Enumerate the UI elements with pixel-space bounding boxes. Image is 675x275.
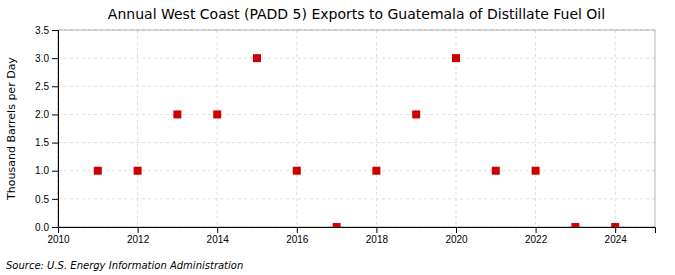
tick: 0.0	[35, 222, 58, 233]
y-axis: 0.0 0.5 1.0 1.5 2.0 2.5 3.0 3.5	[35, 25, 58, 233]
grid-line-y	[58, 198, 655, 199]
point	[293, 167, 301, 175]
grid-line-x	[535, 30, 536, 227]
tick-label: 2022	[525, 234, 548, 245]
tick: 2.5	[35, 81, 58, 92]
tick-label: 3.0	[35, 53, 49, 64]
point	[532, 167, 540, 175]
tick-mark	[52, 171, 58, 172]
tick-label: 2018	[366, 234, 389, 245]
tick-mark	[52, 114, 58, 115]
tick-mark	[52, 143, 58, 144]
grid-line-x	[137, 30, 138, 227]
tick-label: 2.5	[35, 81, 49, 92]
tick-label: 2024	[605, 234, 628, 245]
tick: 2012	[127, 227, 150, 245]
grid-line-y	[58, 86, 655, 87]
tick-label: 1.5	[35, 137, 49, 148]
point	[611, 223, 619, 227]
grid-line-y	[58, 114, 655, 115]
grid-line-y	[58, 170, 655, 171]
tick-mark	[138, 227, 139, 233]
tick: 2018	[366, 227, 389, 245]
point	[492, 167, 500, 175]
tick-label: 3.5	[35, 25, 49, 36]
y-axis-label: Thousand Barrels per Day	[5, 57, 18, 201]
chart: 2010 2012 2014 2016 2018 2020 2022 2024 0.0 0.5 1.…	[0, 0, 675, 275]
tick-label: 0.5	[35, 194, 49, 205]
tick-mark	[376, 227, 377, 233]
tick: 1.0	[35, 165, 58, 176]
tick: 3.5	[35, 25, 58, 36]
point	[372, 167, 380, 175]
point	[412, 110, 420, 118]
tick: 1.5	[35, 137, 58, 148]
title: Annual West Coast (PADD 5) Exports to Gu…	[108, 6, 605, 22]
grid-line-y	[58, 142, 655, 143]
tick-label: 0.0	[35, 222, 49, 233]
tick: 2016	[286, 227, 309, 245]
grid-line-x	[376, 30, 377, 227]
point	[173, 110, 181, 118]
grid-line-y	[58, 58, 655, 59]
tick: 2014	[207, 227, 230, 245]
tick-mark	[297, 227, 298, 233]
tick-mark	[536, 227, 537, 233]
tick-label: 2012	[127, 234, 150, 245]
tick-mark	[615, 227, 616, 233]
tick: 2024	[605, 227, 628, 245]
tick-label: 1.0	[35, 165, 49, 176]
point	[253, 54, 261, 62]
tick-mark	[52, 58, 58, 59]
axis-line	[52, 31, 59, 228]
point	[452, 54, 460, 62]
grid-line-x	[217, 30, 218, 227]
tick-label: 2010	[47, 234, 70, 245]
point	[94, 167, 102, 175]
tick: 2.0	[35, 109, 58, 120]
axis-line	[59, 228, 656, 234]
tick-label: 2020	[445, 234, 468, 245]
source: Source: U.S. Energy Information Administ…	[6, 260, 243, 271]
grid-line-x	[615, 30, 616, 227]
grid	[58, 30, 655, 227]
grid-line-x	[296, 30, 297, 227]
tick-label: 2.0	[35, 109, 49, 120]
tick-mark	[217, 227, 218, 233]
point	[134, 167, 142, 175]
tick: 3.0	[35, 53, 58, 64]
tick-label: 2014	[207, 234, 230, 245]
marks	[94, 54, 619, 227]
plot: 2010 2012 2014 2016 2018 2020 2022 2024 0.0 0.5 1.…	[35, 25, 655, 245]
plot-frame	[58, 30, 655, 227]
tick-mark	[52, 199, 58, 200]
tick: 2022	[525, 227, 548, 245]
tick-label: 2016	[286, 234, 309, 245]
tick: 2010	[47, 227, 70, 245]
tick-mark	[52, 227, 58, 228]
tick-mark	[52, 30, 58, 31]
x-axis: 2010 2012 2014 2016 2018 2020 2022 2024	[47, 227, 655, 245]
tick-mark	[52, 86, 58, 87]
tick: 0.5	[35, 194, 58, 205]
tick-mark	[456, 227, 457, 233]
point	[213, 110, 221, 118]
point	[333, 223, 341, 227]
tick: 2020	[445, 227, 468, 245]
point	[571, 223, 579, 227]
